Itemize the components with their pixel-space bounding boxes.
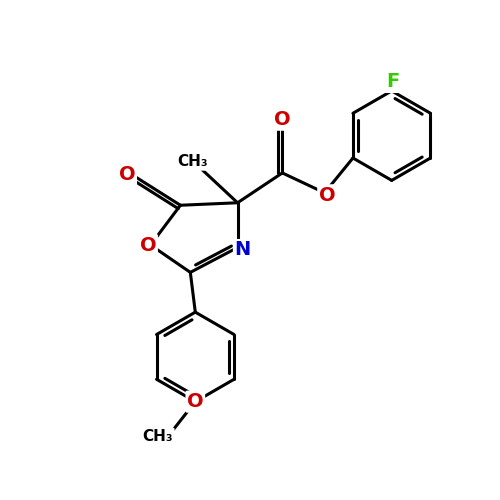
Text: N: N (234, 240, 250, 260)
Text: CH₃: CH₃ (142, 429, 174, 444)
Text: F: F (386, 72, 400, 92)
Text: O: O (119, 165, 136, 184)
Text: O: O (140, 236, 156, 255)
Text: O: O (274, 110, 290, 129)
Text: O: O (319, 186, 336, 205)
Text: O: O (187, 392, 204, 411)
Text: CH₃: CH₃ (178, 154, 208, 170)
